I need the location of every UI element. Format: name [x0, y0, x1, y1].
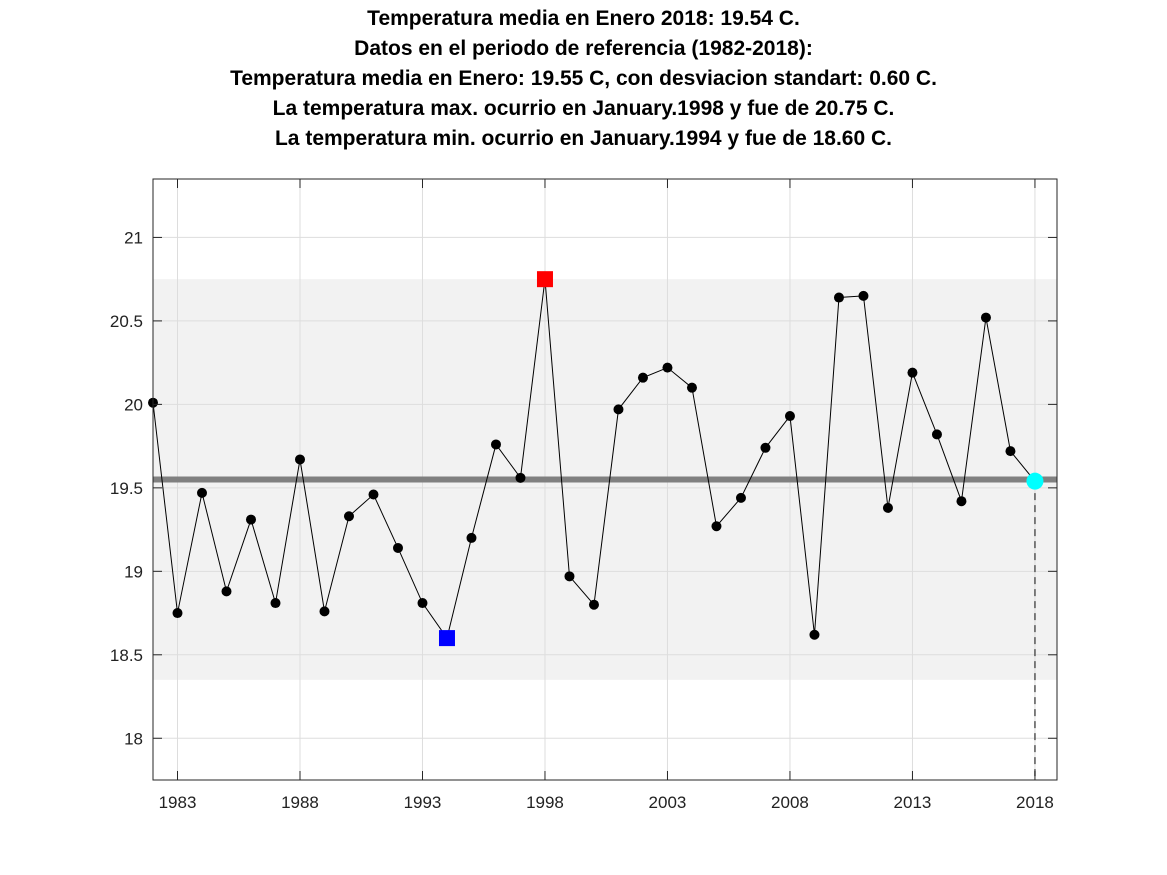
data-point: [858, 290, 869, 301]
data-point: [564, 571, 575, 582]
data-point: [907, 367, 918, 378]
tick-label-layer: 1983 1988 1993 1998 2003 2008 2013 2018 18 18.5 19…: [110, 228, 1054, 812]
x-tick-label: 2018: [1016, 793, 1054, 812]
title-line-2: Datos en el periodo de referencia (1982-…: [354, 37, 813, 60]
data-point: [466, 532, 477, 543]
x-tick-label: 1993: [404, 793, 442, 812]
x-tick-label: 2013: [894, 793, 932, 812]
data-point: [319, 606, 330, 617]
y-tick-label: 19: [124, 562, 143, 581]
y-tick-label: 18.5: [110, 646, 143, 665]
x-tick-label: 1988: [281, 793, 319, 812]
marker-layer: [438, 271, 1044, 647]
data-point: [515, 472, 526, 483]
chart-title-block: Temperatura media en Enero 2018: 19.54 C…: [0, 4, 1167, 154]
title-line-4: La temperatura max. ocurrio en January.1…: [272, 97, 895, 120]
data-point: [686, 382, 697, 393]
min-marker: [438, 630, 455, 647]
x-tick-label: 1998: [526, 793, 564, 812]
y-tick-label: 20: [124, 395, 143, 414]
data-point: [172, 608, 183, 619]
data-point: [221, 586, 232, 597]
data-point: [833, 292, 844, 303]
x-tick-label: 2003: [649, 793, 687, 812]
data-point: [637, 372, 648, 383]
data-point: [760, 442, 771, 453]
data-point: [931, 429, 942, 440]
axes-box: [152, 178, 1058, 781]
data-point: [956, 496, 967, 507]
data-point: [1005, 446, 1016, 457]
data-point: [784, 411, 795, 422]
data-point: [270, 598, 281, 609]
x-tick-label: 1983: [159, 793, 197, 812]
current-marker: [1026, 472, 1044, 490]
data-point: [417, 598, 428, 609]
title-line-1: Temperatura media en Enero 2018: 19.54 C…: [367, 7, 800, 30]
data-point: [294, 454, 305, 465]
data-point: [392, 542, 403, 553]
data-point: [882, 502, 893, 513]
y-tick-label: 19.5: [110, 479, 143, 498]
data-point: [735, 492, 746, 503]
data-point: [711, 521, 722, 532]
data-point: [245, 514, 256, 525]
data-point: [809, 629, 820, 640]
data-point: [613, 404, 624, 415]
axes-layer: [152, 178, 1058, 781]
data-point: [662, 362, 673, 373]
data-point: [980, 312, 991, 323]
data-point: [343, 511, 354, 522]
y-tick-label: 18: [124, 729, 143, 748]
y-tick-label: 21: [124, 228, 143, 247]
x-tick-label: 2008: [771, 793, 809, 812]
max-marker: [536, 271, 553, 288]
data-point: [490, 439, 501, 450]
data-point: [368, 489, 379, 500]
title-line-5: La temperatura min. ocurrio en January.1…: [274, 127, 893, 150]
data-point: [588, 599, 599, 610]
title-line-3: Temperatura media en Enero: 19.55 C, con…: [230, 67, 937, 90]
y-tick-label: 20.5: [110, 312, 143, 331]
data-point: [196, 487, 207, 498]
